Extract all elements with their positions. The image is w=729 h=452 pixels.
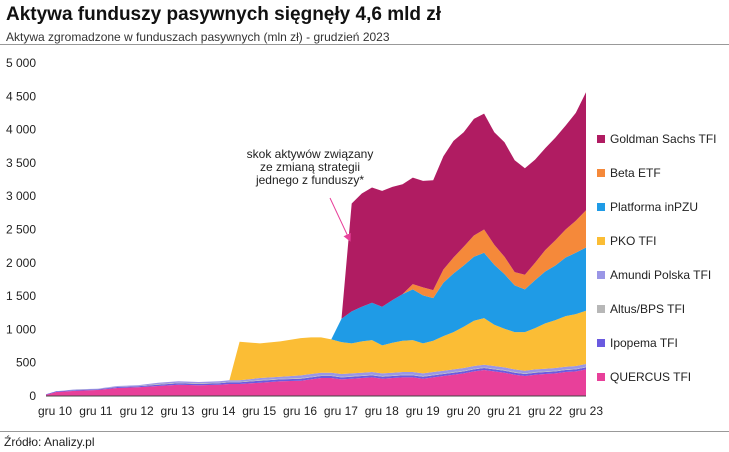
legend: Goldman Sachs TFI Beta ETF Platforma inPZU… (597, 132, 717, 384)
x-tick-label: gru 15 (242, 404, 276, 418)
y-tick-label: 4 500 (6, 89, 36, 103)
y-tick-label: 1 000 (6, 322, 36, 336)
legend-swatch-ipopema-tfi (597, 339, 605, 347)
legend-label-platforma-inpzu: Platforma inPZU (610, 200, 698, 214)
x-tick-label: gru 11 (79, 404, 112, 418)
chart-title: Aktywa funduszy pasywnych sięgnęły 4,6 m… (6, 4, 442, 25)
x-tick-label: gru 10 (38, 404, 72, 418)
area-quercus-tfi (46, 369, 586, 396)
x-tick-label: gru 22 (528, 404, 562, 418)
legend-swatch-amundi-polska-tfi (597, 271, 605, 279)
legend-label-amundi-polska-tfi: Amundi Polska TFI (610, 268, 711, 282)
y-tick-label: 2 500 (6, 223, 36, 237)
chart-subtitle: Aktywa zgromadzone w funduszach pasywnyc… (6, 30, 390, 44)
annotation-text: jednego z funduszy* (255, 173, 364, 187)
y-tick-label: 1 500 (6, 289, 36, 303)
y-tick-label: 4 000 (6, 123, 36, 137)
y-tick-label: 0 (29, 389, 36, 403)
area-platforma-inpzu (46, 247, 586, 395)
y-tick-label: 3 000 (6, 189, 36, 203)
annotation-text: ze zmianą strategii (260, 160, 360, 174)
x-tick-label: gru 14 (201, 404, 235, 418)
legend-swatch-goldman-sachs-tfi (597, 135, 605, 143)
x-tick-label: gru 20 (446, 404, 480, 418)
legend-label-ipopema-tfi: Ipopema TFI (610, 336, 678, 350)
annotation-text: skok aktywów związany (247, 147, 374, 161)
legend-label-pko-tfi: PKO TFI (610, 234, 656, 248)
y-axis: 0 500 1 000 1 500 2 000 2 500 3 000 3 500 4 000 4… (6, 56, 36, 403)
legend-swatch-platforma-inpzu (597, 203, 605, 211)
x-tick-label: gru 13 (161, 404, 195, 418)
stacked-area-chart: 0 500 1 000 1 500 2 000 2 500 3 000 3 500 4 000 4… (6, 56, 717, 418)
legend-swatch-beta-etf (597, 169, 605, 177)
area-pko-tfi (46, 310, 586, 395)
legend-label-quercus-tfi: QUERCUS TFI (610, 370, 691, 384)
x-tick-label: gru 19 (406, 404, 440, 418)
area-ipopema-tfi (46, 367, 586, 395)
legend-swatch-quercus-tfi (597, 373, 605, 381)
annotation-arrow (329, 197, 351, 242)
x-tick-label: gru 12 (120, 404, 154, 418)
x-tick-label: gru 17 (324, 404, 358, 418)
series-areas (46, 92, 586, 396)
area-amundi-polska-tfi (46, 364, 586, 395)
x-tick-label: gru 21 (487, 404, 521, 418)
y-tick-label: 2 000 (6, 256, 36, 270)
header-divider (0, 44, 729, 45)
x-tick-label: gru 16 (283, 404, 317, 418)
footer-divider (0, 431, 729, 432)
legend-swatch-altus-bps-tfi (597, 305, 605, 313)
x-tick-label: gru 18 (365, 404, 399, 418)
x-tick-label: gru 23 (569, 404, 603, 418)
y-tick-label: 500 (16, 356, 36, 370)
source-note: Źródło: Analizy.pl (4, 435, 95, 449)
legend-label-beta-etf: Beta ETF (610, 166, 661, 180)
y-tick-label: 5 000 (6, 56, 36, 70)
area-goldman-sachs-tfi (46, 92, 586, 395)
legend-label-goldman-sachs-tfi: Goldman Sachs TFI (610, 132, 717, 146)
legend-label-altus-bps-tfi: Altus/BPS TFI (610, 302, 685, 316)
y-tick-label: 3 500 (6, 156, 36, 170)
x-axis: gru 10 gru 11 gru 12 gru 13 gru 14 gru 15 gru … (38, 404, 603, 418)
legend-swatch-pko-tfi (597, 237, 605, 245)
